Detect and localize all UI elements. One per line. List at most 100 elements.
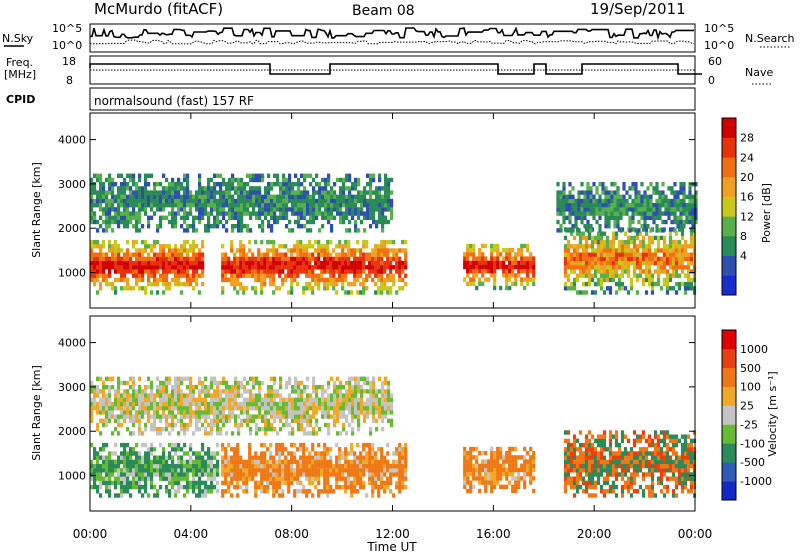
echo-cell xyxy=(114,480,118,486)
echo-cell xyxy=(335,442,339,448)
echo-cell xyxy=(270,224,274,229)
echo-cell xyxy=(641,260,646,266)
echo-cell xyxy=(332,277,336,283)
echo-cell xyxy=(380,239,384,245)
echo-cell xyxy=(359,451,363,456)
echo-cell xyxy=(285,211,289,216)
echo-cell xyxy=(374,451,378,456)
echo-cell xyxy=(575,290,580,295)
echo-cell xyxy=(165,463,169,469)
echo-cell xyxy=(689,277,694,283)
echo-cell xyxy=(378,194,382,199)
echo-cell xyxy=(587,480,592,486)
echo-cell xyxy=(111,260,115,266)
echo-cell xyxy=(147,463,151,469)
echo-cell xyxy=(335,265,339,270)
echo-cell xyxy=(287,256,291,262)
echo-cell xyxy=(99,177,103,183)
echo-cell xyxy=(472,472,476,477)
echo-cell xyxy=(162,463,166,469)
echo-cell xyxy=(174,397,178,402)
echo-cell xyxy=(677,227,682,232)
echo-cell xyxy=(374,248,378,253)
echo-cell xyxy=(219,198,223,204)
echo-cell xyxy=(686,252,691,257)
echo-cell xyxy=(225,228,229,233)
echo-cell xyxy=(659,286,664,291)
echo-cell xyxy=(484,467,488,473)
echo-cell xyxy=(575,459,580,465)
echo-cell xyxy=(287,472,291,477)
echo-cell xyxy=(490,256,494,261)
echo-cell xyxy=(180,273,184,278)
echo-cell xyxy=(278,463,282,469)
echo-cell xyxy=(183,190,187,195)
echo-cell xyxy=(126,207,130,212)
echo-cell xyxy=(608,434,613,439)
echo-cell xyxy=(153,244,157,249)
echo-cell xyxy=(584,252,589,257)
echo-cell xyxy=(183,410,187,415)
echo-cell xyxy=(279,190,283,195)
echo-cell xyxy=(195,480,199,486)
echo-cell xyxy=(153,277,157,283)
echo-cell xyxy=(276,219,280,225)
echo-cell xyxy=(392,273,396,278)
echo-cell xyxy=(293,493,297,498)
echo-cell xyxy=(586,194,590,199)
echo-cell xyxy=(356,463,360,469)
echo-cell xyxy=(658,194,662,199)
echo-cell xyxy=(505,273,509,278)
echo-cell xyxy=(493,277,497,282)
echo-cell xyxy=(144,177,148,183)
echo-cell xyxy=(686,244,691,249)
echo-cell xyxy=(249,177,253,183)
echo-cell xyxy=(386,459,390,465)
echo-cell xyxy=(311,273,315,278)
echo-cell xyxy=(640,198,644,204)
echo-cell xyxy=(189,194,193,199)
echo-cell xyxy=(598,203,602,208)
echo-cell xyxy=(144,401,148,407)
echo-cell xyxy=(508,467,512,473)
echo-cell xyxy=(291,194,295,199)
echo-cell xyxy=(168,281,172,287)
echo-cell xyxy=(490,260,494,265)
echo-cell xyxy=(671,252,676,257)
echo-cell xyxy=(637,228,641,233)
echo-cell xyxy=(258,194,262,199)
echo-cell xyxy=(320,244,324,249)
echo-cell xyxy=(569,484,574,490)
echo-cell xyxy=(227,480,231,486)
echo-cell xyxy=(105,468,109,473)
echo-cell xyxy=(156,459,160,465)
echo-cell xyxy=(189,389,193,394)
echo-cell xyxy=(523,277,527,282)
echo-cell xyxy=(168,248,172,253)
echo-cell xyxy=(123,410,127,415)
echo-cell xyxy=(572,493,577,498)
echo-cell xyxy=(674,493,679,498)
echo-cell xyxy=(180,198,184,204)
echo-cell xyxy=(662,463,667,469)
echo-cell xyxy=(335,459,339,465)
echo-cell xyxy=(275,252,279,257)
echo-cell xyxy=(302,248,306,253)
echo-cell xyxy=(374,260,378,266)
echo-cell xyxy=(342,215,346,220)
echo-cell xyxy=(224,489,228,494)
echo-cell xyxy=(526,264,530,270)
echo-cell xyxy=(177,277,181,283)
echo-cell xyxy=(646,203,650,208)
echo-cell xyxy=(150,463,154,469)
echo-cell xyxy=(195,414,199,419)
echo-cell xyxy=(305,472,309,477)
echo-cell xyxy=(260,256,264,262)
echo-cell xyxy=(117,260,121,266)
echo-cell xyxy=(643,194,647,199)
echo-cell xyxy=(472,273,476,278)
echo-cell xyxy=(108,385,112,390)
echo-cell xyxy=(102,418,106,423)
echo-cell xyxy=(294,182,298,187)
